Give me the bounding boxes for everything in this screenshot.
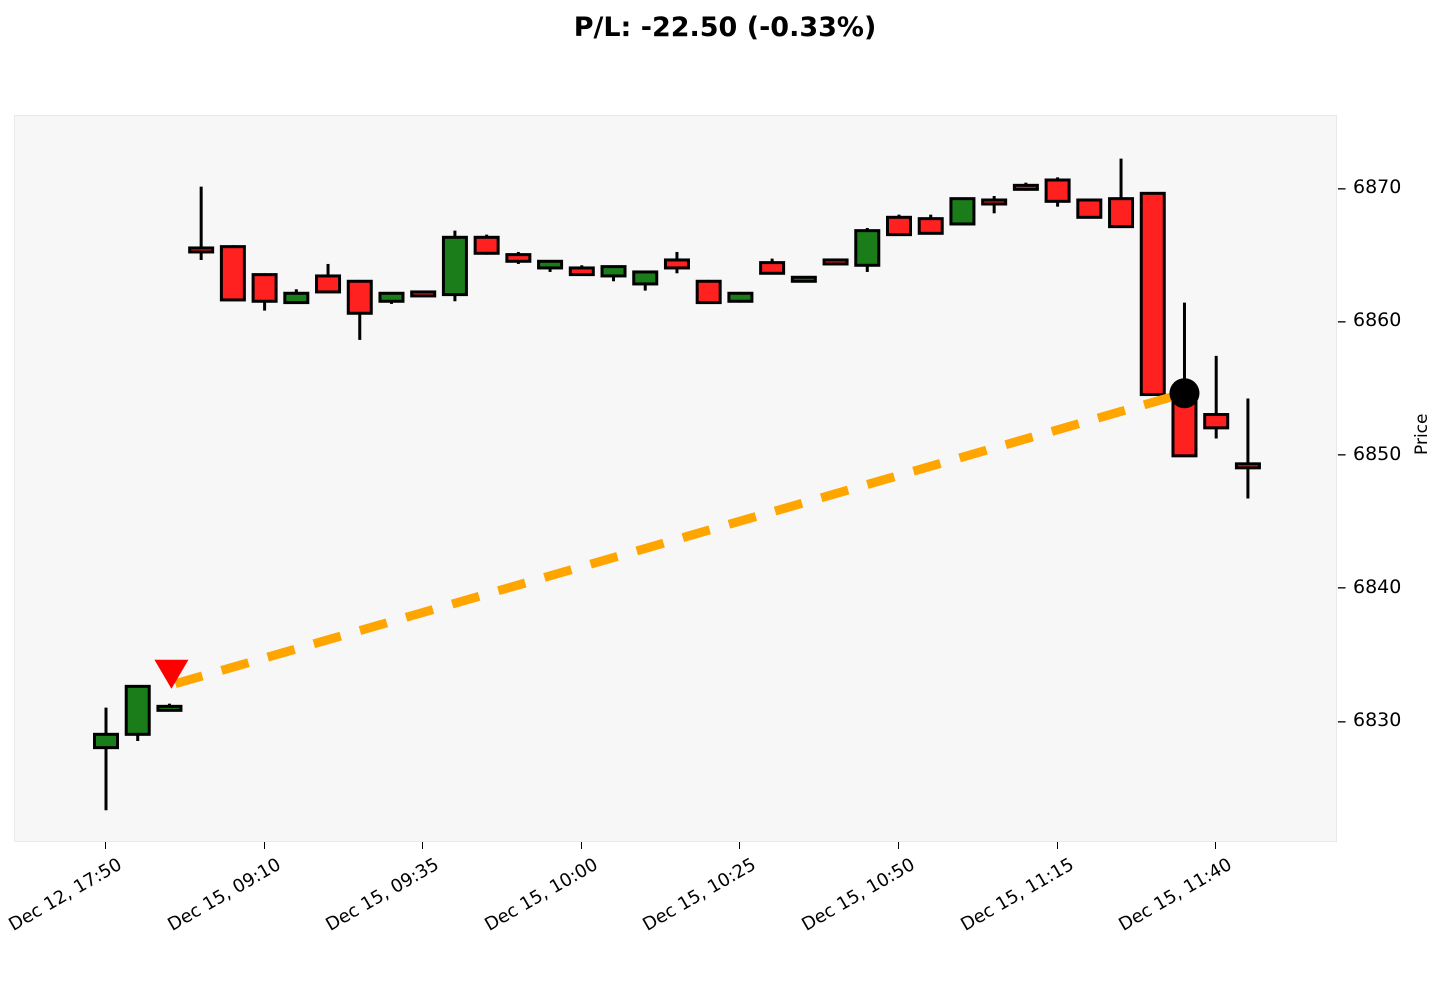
candlestick-series [93, 158, 1261, 811]
candle-body[interactable] [1234, 462, 1261, 470]
y-axis-label: Price [1412, 413, 1432, 455]
y-tick-label: 6850 [1353, 442, 1402, 465]
candle-body[interactable] [251, 273, 278, 303]
y-tick-label: 6870 [1353, 176, 1402, 198]
candle-body[interactable] [822, 258, 849, 266]
candle-body[interactable] [156, 704, 183, 712]
x-axis-tick-label: Dec 12, 17:50 [5, 854, 126, 936]
trade-connector-line [174, 388, 1186, 689]
x-axis-tick-mark [739, 842, 741, 849]
candle-body[interactable] [917, 217, 944, 235]
y-tick-label: 6830 [1353, 709, 1402, 731]
candle-body[interactable] [1108, 197, 1135, 229]
candle-body[interactable] [441, 235, 468, 297]
candle-body[interactable] [315, 274, 342, 294]
candle-body[interactable] [1076, 198, 1103, 219]
candle-body[interactable] [378, 291, 405, 303]
trade-overlay [154, 378, 1200, 689]
x-axis-tick-mark [422, 842, 424, 849]
x-axis-tick-mark [105, 842, 106, 849]
page-title: P/L: -22.50 (-0.33%) [573, 12, 877, 43]
x-axis-tick-label: Dec 15, 10:00 [481, 854, 602, 936]
candle-body[interactable] [790, 275, 817, 283]
candle-body[interactable] [1203, 413, 1230, 430]
x-axis-tick-mark [263, 842, 265, 849]
x-axis: Dec 12, 17:50 Dec 15, 09:10 Dec 15, 09:35 D… [0, 842, 1450, 990]
x-axis-tick-label: Dec 15, 09:35 [322, 854, 443, 936]
candle-body[interactable] [283, 291, 310, 305]
y-axis-tick: –6840 [1337, 575, 1402, 599]
exit-circle-marker[interactable] [1169, 378, 1200, 409]
candle-body[interactable] [854, 229, 881, 267]
candle-body[interactable] [568, 266, 595, 277]
y-tick-label: 6840 [1353, 575, 1402, 598]
candle-body[interactable] [188, 246, 215, 254]
candle-body[interactable] [886, 215, 912, 237]
y-axis: –6870–6860–6850–6840–6830 [1337, 115, 1447, 842]
candle-body[interactable] [124, 684, 151, 736]
x-axis-tick-mark [898, 842, 899, 849]
y-tick-label: 6860 [1353, 309, 1402, 332]
candle-body[interactable] [759, 261, 786, 275]
candle-body[interactable] [600, 265, 627, 278]
y-axis-tick: –6830 [1337, 709, 1402, 732]
candle-body[interactable] [93, 732, 119, 750]
candle-body[interactable] [1139, 191, 1166, 397]
x-axis-tick-mark [580, 842, 582, 849]
y-axis-tick: –6870 [1337, 176, 1402, 199]
chart-plot-area [14, 115, 1337, 842]
x-axis-tick-mark [1056, 842, 1058, 849]
x-axis-tick-label: Dec 15, 10:25 [639, 854, 760, 936]
y-tick-mark: – [1337, 709, 1347, 732]
candle-body[interactable] [663, 258, 690, 270]
candle-body[interactable] [632, 270, 659, 286]
x-axis-tick-label: Dec 15, 09:10 [163, 854, 285, 936]
candle-body[interactable] [346, 279, 373, 315]
candle-body[interactable] [949, 197, 976, 226]
x-axis-tick-label: Dec 15, 10:50 [798, 854, 919, 936]
candle-body[interactable] [1012, 183, 1039, 191]
y-tick-mark: – [1337, 443, 1347, 465]
x-axis-tick-label: Dec 15, 11:15 [956, 854, 1078, 936]
y-axis-tick: –6850 [1337, 442, 1402, 465]
y-axis-tick: –6860 [1337, 309, 1402, 332]
candle-body[interactable] [219, 245, 246, 302]
candle-body[interactable] [1044, 178, 1071, 203]
x-axis-tick-label: Dec 15, 11:40 [1115, 854, 1236, 936]
x-axis-tick-mark [1215, 842, 1217, 849]
candle-body[interactable] [505, 253, 532, 263]
candlestick-svg [93, 158, 1261, 811]
candle-body[interactable] [537, 259, 564, 270]
candle-body[interactable] [695, 279, 722, 305]
y-tick-mark: – [1337, 576, 1347, 599]
y-tick-mark: – [1337, 176, 1347, 199]
candle-body[interactable] [727, 291, 754, 303]
y-tick-mark: – [1337, 309, 1347, 332]
candle-body[interactable] [981, 198, 1008, 206]
candle-body[interactable] [473, 235, 500, 255]
candle-body[interactable] [410, 290, 437, 298]
entry-triangle-marker[interactable] [154, 659, 189, 689]
